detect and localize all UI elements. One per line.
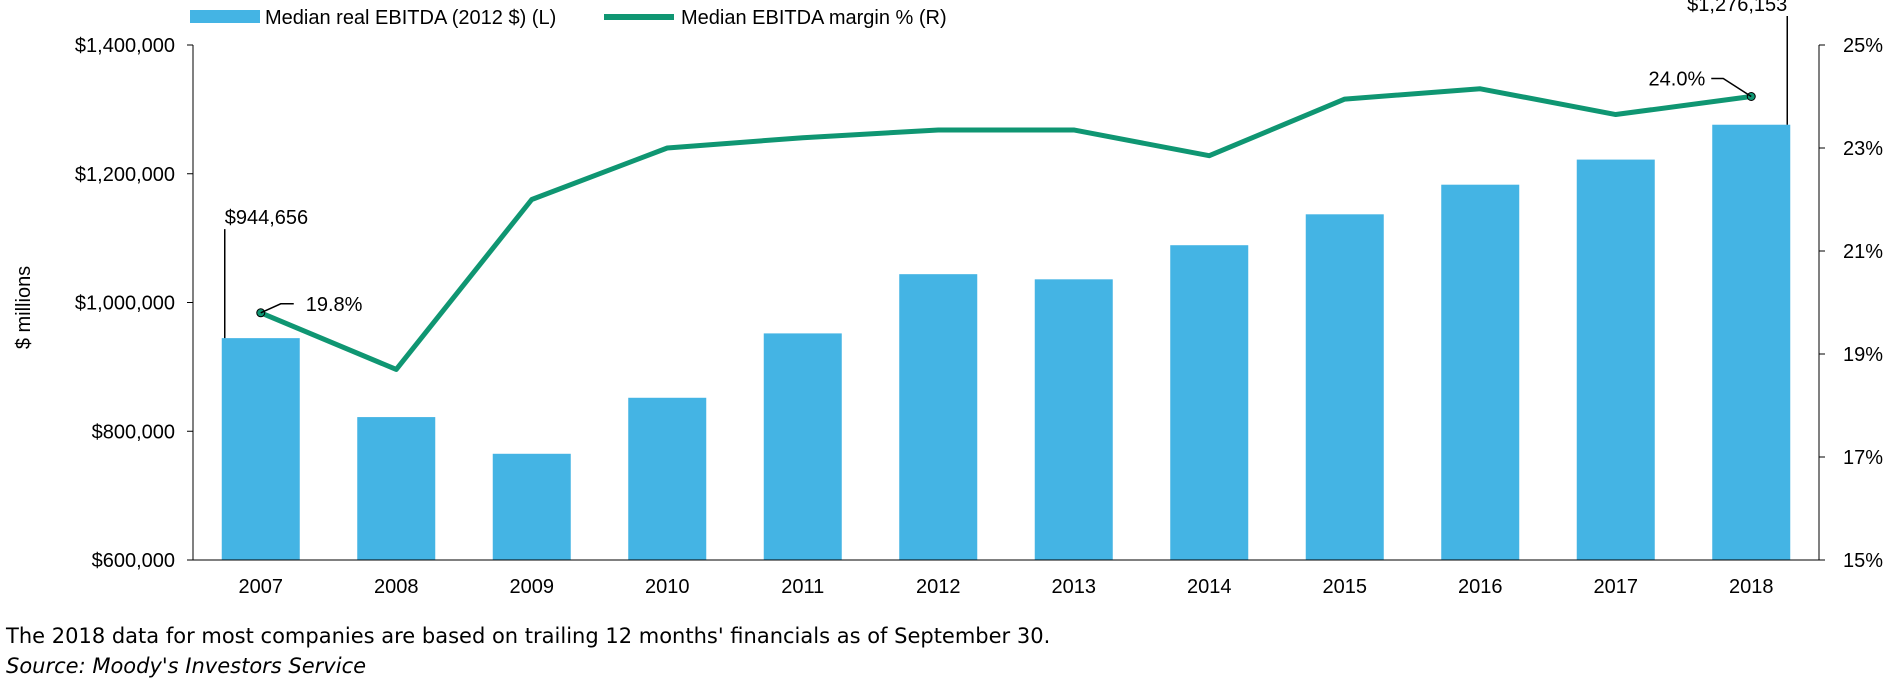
bar-2012	[899, 274, 978, 560]
line-callout	[1711, 77, 1752, 98]
right-tick-label: 15%	[1843, 550, 1883, 572]
x-tick-label: 2018	[1729, 576, 1774, 598]
margin-point-2014	[1207, 154, 1211, 158]
margin-line	[259, 86, 1752, 372]
bar-2010	[628, 397, 707, 560]
left-tick-label: $800,000	[92, 421, 175, 443]
right-tick-label: 25%	[1843, 35, 1883, 57]
line-data-label: 19.8%	[306, 294, 363, 316]
x-tick-label: 2016	[1458, 576, 1503, 598]
margin-point-2017	[1614, 113, 1618, 117]
bar-2008	[357, 417, 436, 560]
source-note: Source: Moody's Investors Service	[6, 654, 367, 678]
x-tick-label: 2013	[1052, 576, 1097, 598]
legend-label-bar: Median real EBITDA (2012 $) (L)	[265, 7, 556, 29]
line-data-label: 24.0%	[1649, 69, 1706, 91]
x-tick-label: 2009	[510, 576, 555, 598]
legend-swatch-bar	[190, 10, 260, 23]
x-tick-label: 2014	[1187, 576, 1232, 598]
right-tick-label: 23%	[1843, 138, 1883, 160]
x-tick-label: 2015	[1323, 576, 1368, 598]
margin-point-2012	[936, 128, 940, 132]
x-tick-label: 2012	[916, 576, 961, 598]
margin-point-2008	[394, 367, 398, 371]
combo-chart: $600,000 $800,000 $1,000,000 $1,200,000 $1,4…	[13, 0, 1883, 598]
bar-2009	[492, 453, 571, 560]
bar-2017	[1576, 159, 1655, 560]
bar-2016	[1441, 184, 1520, 560]
margin-point-2016	[1478, 87, 1482, 91]
bar-data-label: $944,656	[225, 207, 308, 229]
right-tick-label: 17%	[1843, 447, 1883, 469]
footnote: The 2018 data for most companies are bas…	[6, 624, 1051, 648]
margin-point-2011	[801, 136, 805, 140]
bar-data-label: $1,276,153	[1687, 0, 1787, 16]
left-tick-label: $1,000,000	[75, 293, 175, 315]
x-tick-label: 2010	[645, 576, 690, 598]
margin-point-2015	[1343, 97, 1347, 101]
line-callout	[260, 303, 294, 314]
x-tick-label: 2007	[239, 576, 284, 598]
x-tick-label: 2011	[781, 576, 824, 598]
bar-2014	[1170, 245, 1249, 561]
legend-label-line: Median EBITDA margin % (R)	[681, 7, 947, 29]
left-tick-label: $1,400,000	[75, 35, 175, 57]
margin-point-2013	[1072, 128, 1076, 132]
margin-point-2009	[530, 198, 534, 201]
bar-2013	[1034, 279, 1113, 560]
right-tick-label: 19%	[1843, 344, 1883, 366]
x-tick-label: 2017	[1594, 576, 1639, 598]
right-tick-label: 21%	[1843, 241, 1883, 263]
bar-2015	[1305, 214, 1384, 560]
left-tick-label: $1,200,000	[75, 164, 175, 186]
margin-point-2010	[665, 146, 669, 150]
x-tick-label: 2008	[374, 576, 419, 598]
bar-2007	[221, 338, 300, 560]
y-axis-title: $ millions	[13, 266, 35, 349]
bar-2011	[763, 333, 842, 560]
bar-2018	[1712, 124, 1791, 561]
left-tick-label: $600,000	[92, 550, 175, 572]
